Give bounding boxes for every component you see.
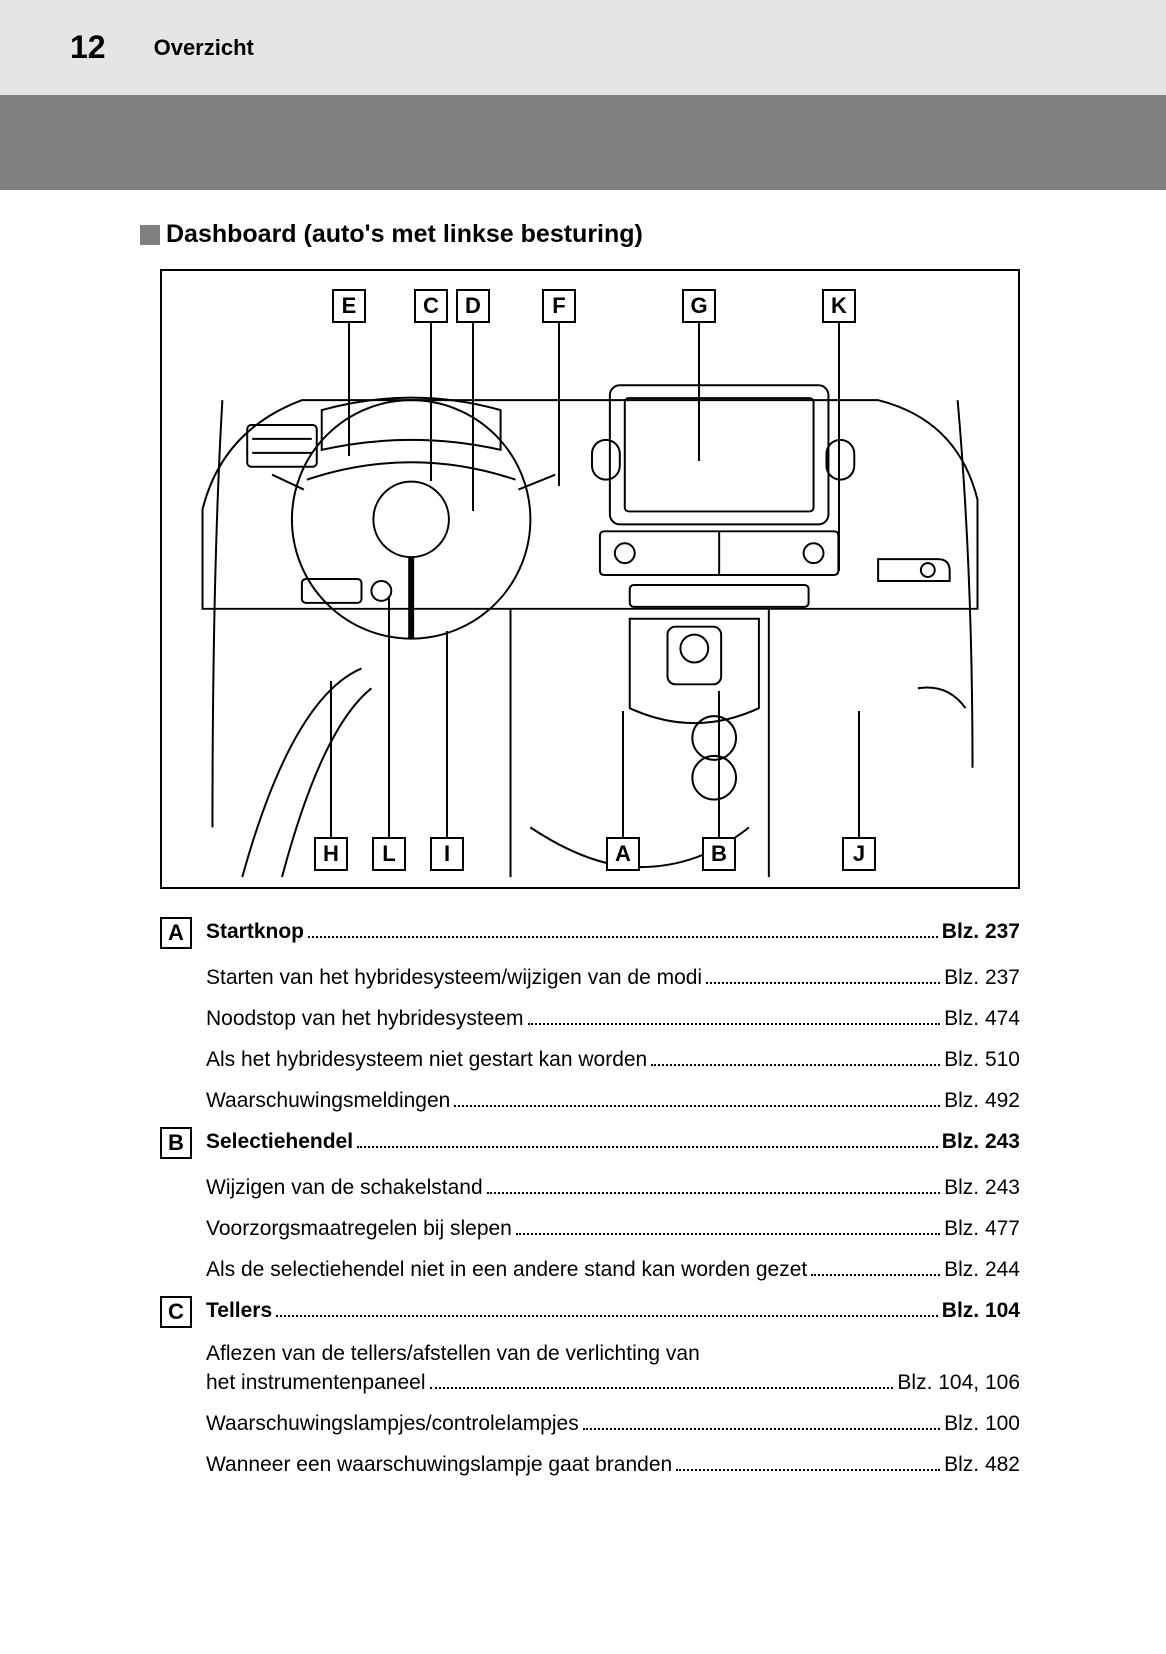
index-list: A Startknop Blz. 237 Starten van het hybrid… bbox=[160, 917, 1020, 1477]
callout-i: I bbox=[430, 837, 464, 871]
leader-line bbox=[858, 711, 860, 837]
leader-line bbox=[622, 711, 624, 837]
index-page-ref: Blz. 243 bbox=[942, 1130, 1020, 1154]
leader-line bbox=[698, 323, 700, 461]
index-label: Starten van het hybridesysteem/wijzigen … bbox=[206, 966, 702, 990]
index-page-ref: Blz. 477 bbox=[944, 1217, 1020, 1241]
header-dark-band bbox=[0, 95, 1166, 190]
index-label: Als de selectiehendel niet in een andere… bbox=[206, 1258, 807, 1282]
page-content: Dashboard (auto's met linkse besturing) bbox=[0, 190, 1166, 1477]
index-label: Tellers bbox=[206, 1299, 272, 1323]
index-row: Als de selectiehendel niet in een andere… bbox=[160, 1255, 1020, 1282]
index-row: Aflezen van de tellers/afstellen van de … bbox=[160, 1342, 1020, 1395]
section-title: Overzicht bbox=[154, 35, 254, 61]
index-label: Startknop bbox=[206, 920, 304, 944]
callout-k: K bbox=[822, 289, 856, 323]
callout-b: B bbox=[702, 837, 736, 871]
index-page-ref: Blz. 237 bbox=[942, 920, 1020, 944]
dashboard-diagram: E CD F G K HLI A B J bbox=[160, 269, 1020, 889]
index-row: Wanneer een waarschuwingslampje gaat bra… bbox=[160, 1450, 1020, 1477]
index-page-ref: Blz. 243 bbox=[944, 1176, 1020, 1200]
index-label: Wanneer een waarschuwingslampje gaat bra… bbox=[206, 1453, 672, 1477]
callout-l: L bbox=[372, 837, 406, 871]
index-page-ref: Blz. 104, 106 bbox=[897, 1371, 1020, 1395]
leader-line bbox=[472, 323, 474, 511]
index-page-ref: Blz. 244 bbox=[944, 1258, 1020, 1282]
index-label: Waarschuwingslampjes/controlelampjes bbox=[206, 1412, 579, 1436]
index-label: Als het hybridesysteem niet gestart kan … bbox=[206, 1048, 647, 1072]
index-page-ref: Blz. 510 bbox=[944, 1048, 1020, 1072]
dashboard-line-art bbox=[162, 271, 1018, 887]
index-label: Voorzorgsmaatregelen bij slepen bbox=[206, 1217, 512, 1241]
index-label: Selectiehendel bbox=[206, 1130, 353, 1154]
index-label: Noodstop van het hybridesysteem bbox=[206, 1007, 524, 1031]
index-row: Starten van het hybridesysteem/wijzigen … bbox=[160, 963, 1020, 990]
page-header: 12 Overzicht bbox=[0, 0, 1166, 95]
section-heading: Dashboard (auto's met linkse besturing) bbox=[140, 220, 1046, 249]
index-page-ref: Blz. 482 bbox=[944, 1453, 1020, 1477]
index-label: Aflezen van de tellers/afstellen van de … bbox=[206, 1342, 1020, 1366]
index-label: Wijzigen van de schakelstand bbox=[206, 1176, 483, 1200]
index-letter-c: C bbox=[160, 1296, 192, 1328]
index-row: Voorzorgsmaatregelen bij slepen Blz. 477 bbox=[160, 1214, 1020, 1241]
leader-line bbox=[430, 323, 432, 481]
index-row: Waarschuwingslampjes/controlelampjes Blz.… bbox=[160, 1409, 1020, 1436]
page-number: 12 bbox=[70, 29, 106, 66]
callout-h: H bbox=[314, 837, 348, 871]
index-page-ref: Blz. 474 bbox=[944, 1007, 1020, 1031]
leader-line bbox=[446, 631, 448, 837]
leader-line bbox=[838, 323, 840, 571]
index-letter-b: B bbox=[160, 1127, 192, 1159]
index-row: Noodstop van het hybridesysteem Blz. 474 bbox=[160, 1004, 1020, 1031]
index-row: Als het hybridesysteem niet gestart kan … bbox=[160, 1045, 1020, 1072]
index-label: Waarschuwingsmeldingen bbox=[206, 1089, 450, 1113]
index-page-ref: Blz. 237 bbox=[944, 966, 1020, 990]
callout-a: A bbox=[606, 837, 640, 871]
index-row: Waarschuwingsmeldingen Blz. 492 bbox=[160, 1086, 1020, 1113]
index-row: B Selectiehendel Blz. 243 bbox=[160, 1127, 1020, 1159]
callout-d: D bbox=[456, 289, 490, 323]
callout-e: E bbox=[332, 289, 366, 323]
leader-line bbox=[330, 681, 332, 837]
index-row: A Startknop Blz. 237 bbox=[160, 917, 1020, 949]
index-page-ref: Blz. 104 bbox=[942, 1299, 1020, 1323]
leader-line bbox=[558, 323, 560, 486]
index-label: het instrumentenpaneel bbox=[206, 1371, 426, 1395]
callout-j: J bbox=[842, 837, 876, 871]
callout-c: C bbox=[414, 289, 448, 323]
index-letter-a: A bbox=[160, 917, 192, 949]
index-row: Wijzigen van de schakelstand Blz. 243 bbox=[160, 1173, 1020, 1200]
leader-line bbox=[718, 691, 720, 837]
heading-bullet-icon bbox=[140, 225, 160, 245]
leader-line bbox=[388, 596, 390, 837]
index-page-ref: Blz. 100 bbox=[944, 1412, 1020, 1436]
heading-text: Dashboard (auto's met linkse besturing) bbox=[166, 220, 643, 249]
callout-g: G bbox=[682, 289, 716, 323]
leader-line bbox=[348, 323, 350, 456]
index-page-ref: Blz. 492 bbox=[944, 1089, 1020, 1113]
index-row: C Tellers Blz. 104 bbox=[160, 1296, 1020, 1328]
callout-f: F bbox=[542, 289, 576, 323]
